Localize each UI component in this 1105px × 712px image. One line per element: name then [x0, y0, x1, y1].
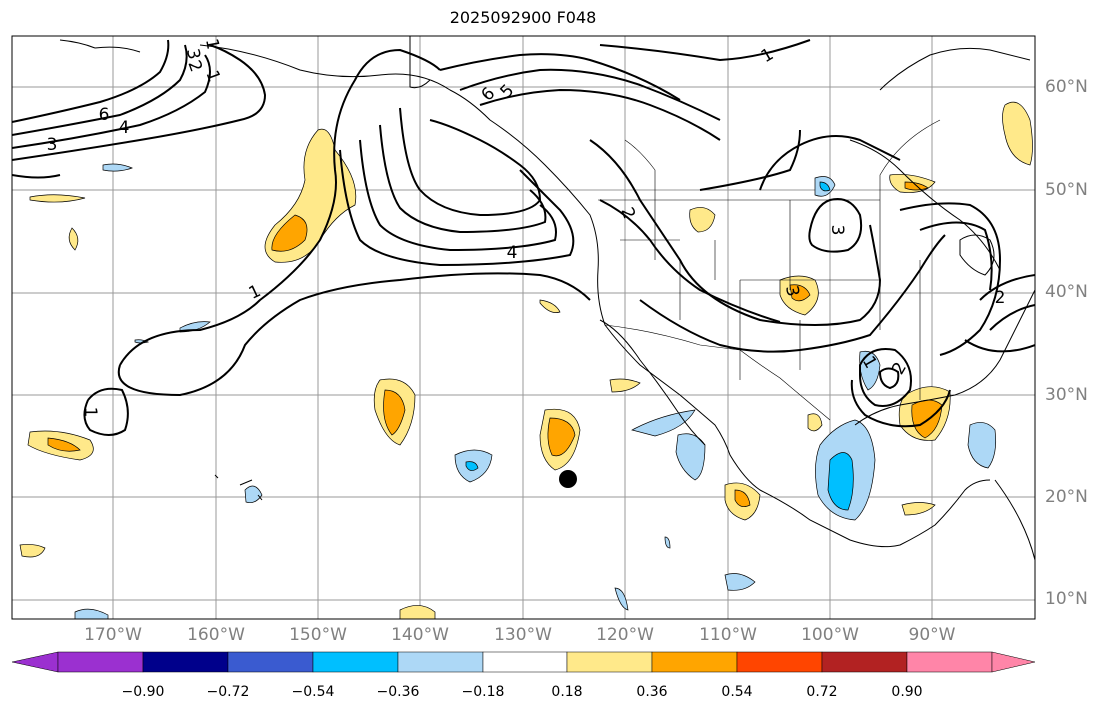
anomaly-patch: [47, 437, 81, 452]
anomaly-patch: [68, 227, 79, 251]
anomaly-patch: [539, 299, 561, 313]
anomaly-patch: [807, 413, 823, 432]
colorbar-tick-label: 0.36: [636, 684, 668, 700]
anomaly-patch: [383, 389, 406, 436]
anomaly-patch: [609, 378, 641, 393]
colorbar-tick-label: −0.18: [461, 684, 505, 700]
storm-center-marker: [559, 470, 577, 488]
lon-label: 100°W: [801, 625, 859, 645]
anomaly-patch: [1002, 101, 1033, 166]
colorbar-segment: [227, 651, 314, 673]
borders: [598, 119, 941, 421]
anomaly-patch: [819, 181, 831, 192]
anomaly-patch: [465, 461, 479, 471]
anomaly-patch: [547, 417, 576, 457]
colorbar-segment: [397, 651, 484, 673]
coastlines: [59, 36, 1035, 561]
lon-label: 120°W: [596, 625, 654, 645]
colorbar-segment: [906, 651, 993, 673]
shaded-fields: [19, 101, 1033, 619]
anomaly-patch: [102, 163, 133, 172]
contour-label: 2: [616, 205, 638, 222]
lat-label: 10°N: [1045, 589, 1088, 609]
contour-label: 1: [246, 281, 264, 304]
contour-label: 2: [888, 359, 911, 378]
anomaly-patch: [689, 207, 716, 233]
contour-label: 4: [507, 243, 518, 263]
anomaly-patch: [631, 409, 696, 437]
anomaly-patch: [271, 214, 308, 252]
map-title: 2025092900 F048: [449, 8, 597, 27]
anomaly-patch: [19, 544, 46, 558]
contour-label: 1: [201, 37, 223, 51]
lon-label: 170°W: [84, 625, 142, 645]
colorbar-segment: [736, 651, 823, 673]
contour-label: 3: [781, 284, 803, 298]
colorbar-tick-label: 0.90: [891, 684, 923, 700]
lon-label: 150°W: [289, 625, 347, 645]
map-frame: [11, 35, 1036, 620]
colorbar: [11, 651, 1036, 673]
anomaly-patch: [724, 573, 756, 591]
colorbar-segment: [482, 651, 568, 673]
colorbar-tick-label: −0.90: [121, 684, 165, 700]
contour-label: 1: [758, 44, 777, 67]
lon-label: 160°W: [187, 625, 245, 645]
contour-label: 3: [827, 225, 847, 236]
contour-label: 6: [99, 105, 110, 125]
lat-label: 60°N: [1045, 77, 1088, 97]
contour-label: 2: [995, 288, 1006, 308]
colorbar-segment: [821, 651, 908, 673]
lat-label: 30°N: [1045, 385, 1088, 405]
colorbar-tick-label: −0.54: [291, 684, 335, 700]
gridlines: [12, 36, 1035, 619]
anomaly-patch: [399, 605, 436, 619]
lon-label: 90°W: [908, 625, 956, 645]
contour-label: 3: [182, 47, 204, 61]
colorbar-segment: [566, 651, 653, 673]
colorbar-extend-low: [11, 651, 59, 673]
anomaly-patch: [675, 433, 706, 481]
anomaly-patch: [789, 284, 811, 302]
colorbar-tick-label: −0.72: [206, 684, 250, 700]
anomaly-patch: [901, 502, 936, 516]
colorbar-segment: [651, 651, 738, 673]
contours: [12, 39, 1035, 436]
colorbar-tick-label: −0.36: [376, 684, 420, 700]
anomaly-patch: [179, 321, 211, 333]
contour-label: 3: [47, 135, 58, 155]
contour-label: 1: [201, 68, 223, 85]
anomaly-patch: [967, 422, 997, 469]
anomaly-patch: [827, 452, 854, 511]
lat-label: 40°N: [1045, 282, 1088, 302]
anomaly-patch: [244, 485, 263, 504]
colorbar-segment: [142, 651, 229, 673]
contour-label: 1: [80, 407, 100, 418]
anomaly-patch: [664, 536, 671, 549]
colorbar-tick-label: 0.54: [721, 684, 753, 700]
anomaly-patch: [614, 587, 629, 611]
anomaly-patch: [74, 608, 109, 619]
lon-label: 110°W: [699, 625, 757, 645]
lat-label: 20°N: [1045, 487, 1088, 507]
colorbar-segment: [57, 651, 144, 673]
contour-label: 4: [119, 118, 130, 138]
colorbar-tick-label: 0.18: [551, 684, 583, 700]
lon-label: 140°W: [391, 625, 449, 645]
lon-label: 130°W: [494, 625, 552, 645]
colorbar-extend-high: [991, 651, 1036, 673]
anomaly-patch: [734, 489, 751, 507]
colorbar-segment: [312, 651, 399, 673]
lat-label: 50°N: [1045, 180, 1088, 200]
colorbar-tick-label: 0.72: [806, 684, 838, 700]
anomaly-patch: [29, 194, 86, 203]
